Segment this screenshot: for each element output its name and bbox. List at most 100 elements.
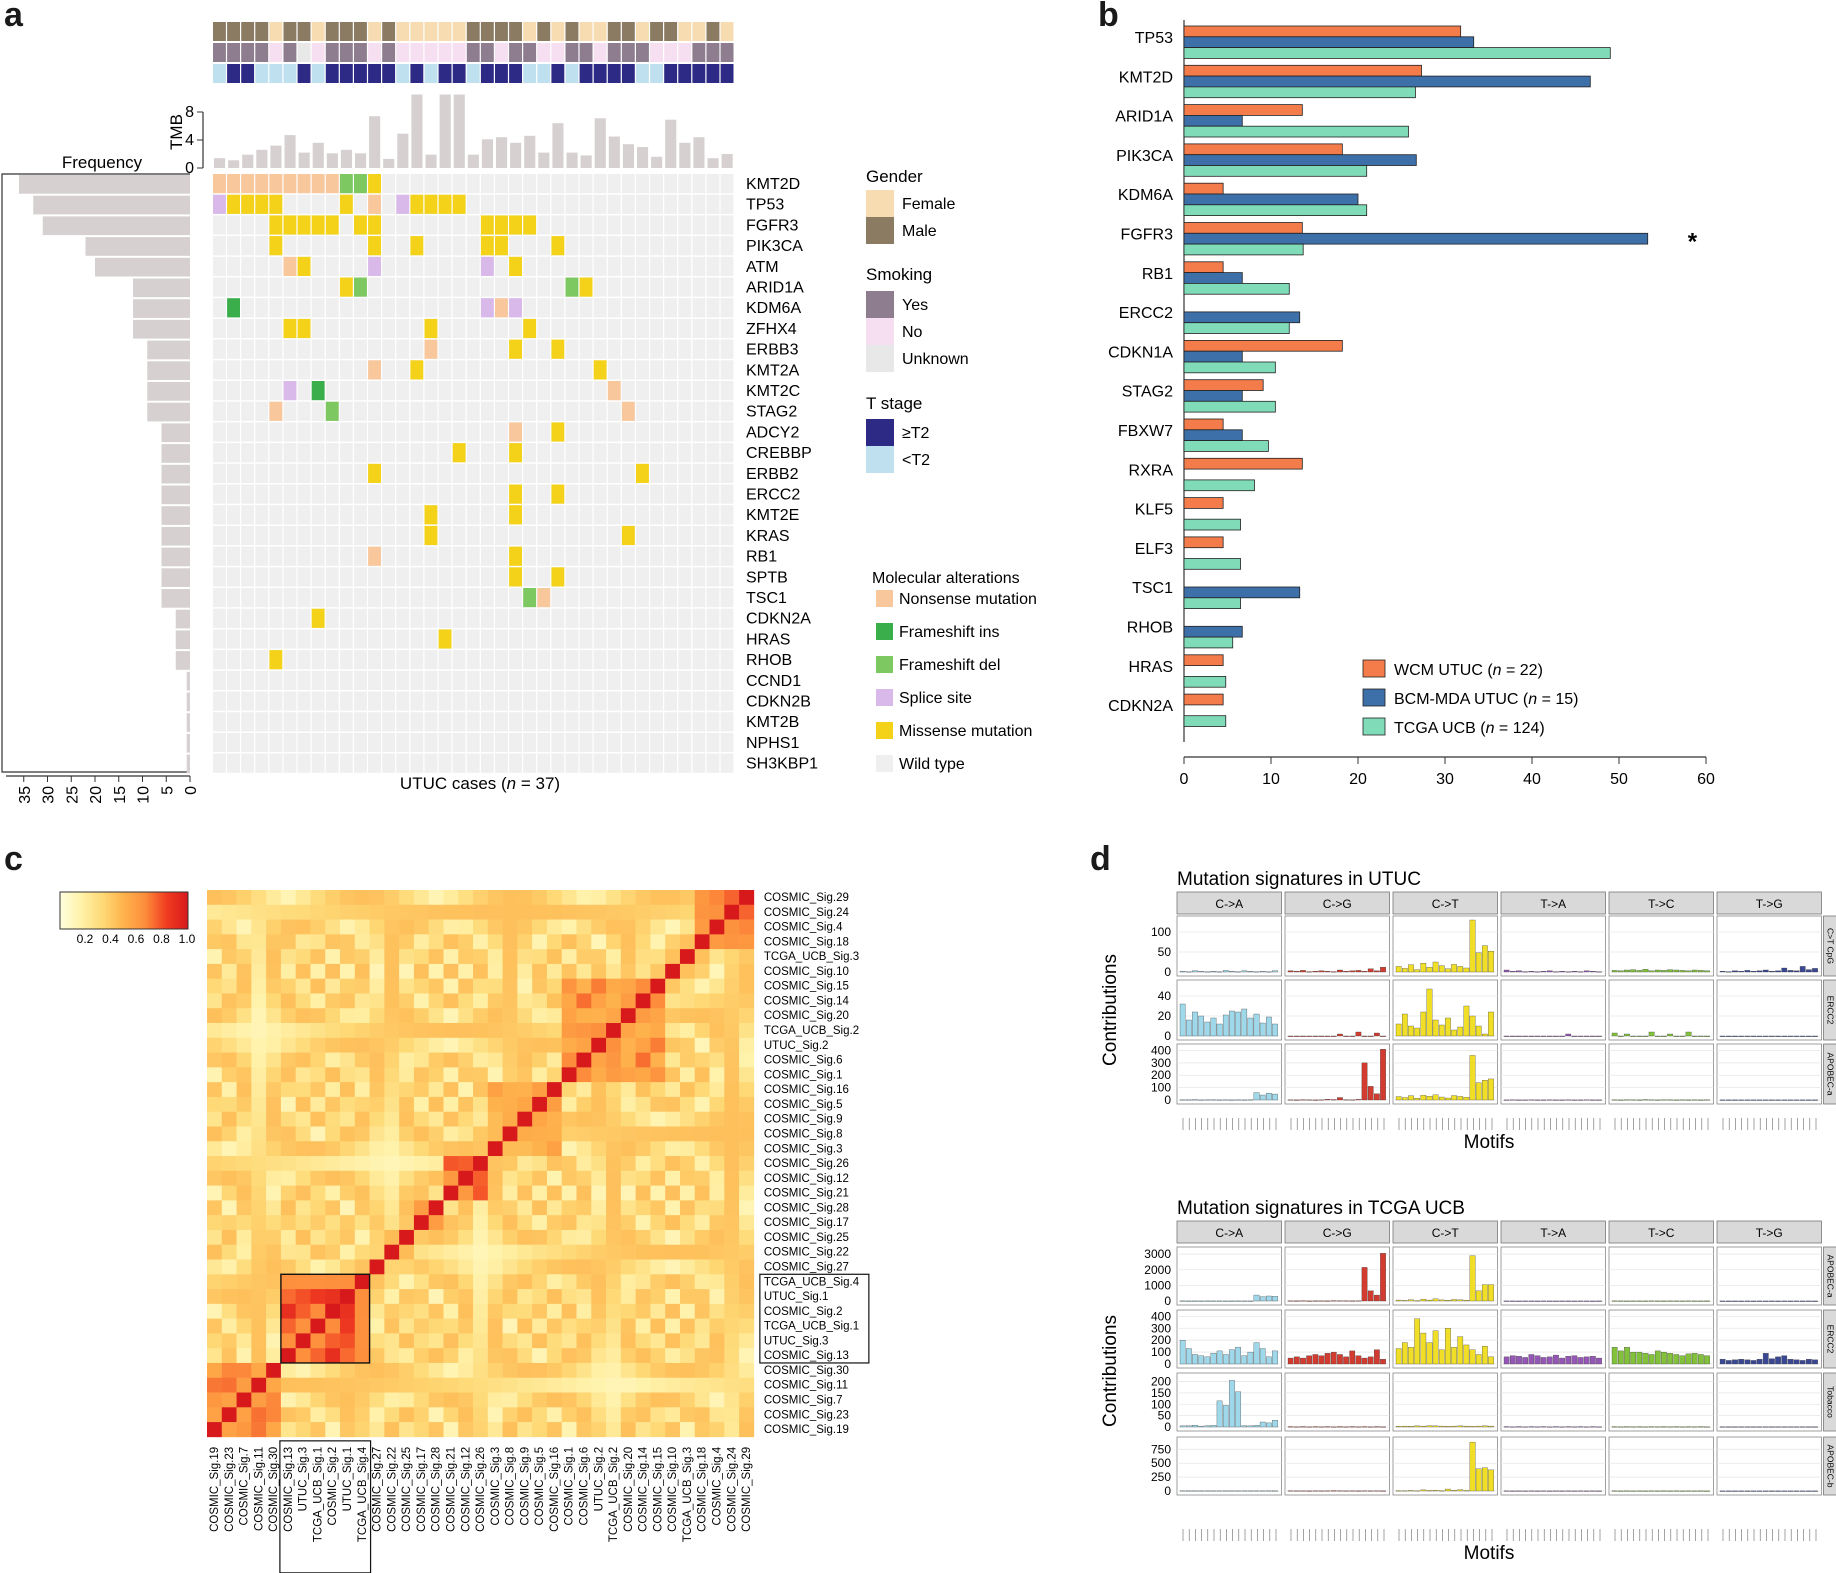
signature-bar [1546, 1426, 1553, 1428]
heatmap-cell [694, 1274, 710, 1290]
signature-bar [1750, 971, 1757, 973]
category-label: STAG2 [1122, 384, 1173, 401]
wild-type-cell [593, 546, 607, 566]
signature-bar [1294, 1035, 1300, 1037]
heatmap-cell [635, 1185, 651, 1201]
heatmap-cell [517, 1407, 533, 1423]
wild-type-cell [241, 753, 255, 773]
wild-type-cell [339, 753, 353, 773]
heatmap-cell [251, 1200, 267, 1216]
wild-type-cell [213, 505, 226, 525]
missense-cell [495, 215, 508, 235]
heatmap-cell [517, 1096, 533, 1112]
heatmap-cell [591, 1229, 607, 1246]
heatmap-cell [635, 1244, 651, 1260]
signature-bar [1361, 1490, 1368, 1492]
heatmap-cell [384, 949, 400, 965]
tstage-track-cell [636, 64, 649, 83]
signature-bar [1762, 1490, 1769, 1492]
signature-bar [1324, 1035, 1331, 1037]
signature-bar [1312, 1490, 1319, 1492]
heatmap-cell [517, 1037, 533, 1053]
wild-type-cell [523, 484, 537, 504]
signature-bar [1503, 1356, 1510, 1365]
legend-wild-label: Wild type [899, 756, 965, 773]
heatmap-cell [458, 1141, 474, 1157]
wild-type-cell [325, 670, 339, 690]
heatmap-cell [620, 919, 636, 935]
smoking-track-cell [636, 43, 649, 62]
gene-label: ARID1A [746, 280, 804, 297]
wild-type-cell [706, 505, 720, 525]
wild-type-cell [241, 215, 255, 235]
wild-type-cell [354, 650, 367, 670]
wild-type-cell [311, 256, 325, 276]
heatmap-cell [739, 919, 755, 935]
heatmap-cell [487, 993, 503, 1009]
signature-bar [1654, 1035, 1661, 1037]
heatmap-cell [635, 978, 651, 994]
signature-bar [1719, 1035, 1726, 1037]
heatmap-cell [266, 978, 282, 994]
missense-cell [509, 339, 522, 359]
heatmap-cell [694, 904, 710, 920]
wild-type-cell [452, 691, 466, 711]
wild-type-cell [368, 484, 381, 504]
column-label: COSMIC_Sig.2 [327, 1447, 339, 1526]
signature-bar [1762, 1099, 1769, 1101]
missense-cell [438, 194, 452, 214]
heatmap-cell [620, 1333, 636, 1349]
signature-bar [1769, 1300, 1775, 1302]
heatmap-cell [207, 934, 223, 950]
wild-type-cell [396, 712, 410, 732]
heatmap-cell [606, 1289, 622, 1305]
heatmap-cell [340, 1008, 356, 1024]
signature-bar [1812, 1426, 1818, 1428]
signature-bar [1457, 1425, 1464, 1428]
wild-type-cell [579, 215, 593, 235]
category-label: TSC1 [1132, 580, 1173, 597]
frequency-bar [186, 713, 190, 732]
signature-bar [1306, 1490, 1312, 1492]
heatmap-cell [576, 1289, 592, 1305]
heatmap-cell [354, 1096, 370, 1112]
wild-type-cell [720, 401, 734, 421]
wild-type-cell [607, 339, 621, 359]
heatmap-cell [295, 904, 311, 920]
heatmap-cell [458, 1362, 474, 1379]
wild-type-cell [565, 691, 579, 711]
heatmap-cell [576, 1244, 592, 1260]
heatmap-cell [354, 949, 370, 965]
wild-type-cell [678, 629, 692, 649]
tmb-bar [439, 94, 451, 168]
wild-type-cell [692, 546, 706, 566]
y-tick-label: 250 [1151, 1470, 1171, 1484]
row-label: UTUC_Sig.3 [764, 1335, 829, 1347]
heatmap-cell [221, 1362, 237, 1379]
wild-type-cell [565, 588, 579, 608]
heatmap-cell [384, 1126, 400, 1142]
heatmap-cell [354, 1052, 370, 1068]
heatmap-cell [679, 993, 696, 1009]
wild-type-cell [325, 298, 339, 318]
heatmap-cell [724, 1008, 740, 1024]
heatmap-cell [251, 993, 267, 1009]
heatmap-cell [473, 934, 489, 950]
heatmap-cell [325, 1082, 341, 1098]
heatmap-cell [221, 1126, 237, 1142]
wild-type-cell [354, 443, 367, 463]
heatmap-cell [295, 1156, 311, 1172]
frequency-bar [161, 568, 190, 587]
heatmap-cell [340, 1392, 356, 1408]
row-label: COSMIC_Sig.15 [764, 981, 849, 993]
heatmap-cell [650, 1407, 666, 1423]
heatmap-cell [665, 1200, 681, 1216]
heatmap-cell [399, 1185, 415, 1201]
signature-bar [1253, 1092, 1260, 1101]
heatmap-cell [591, 993, 607, 1009]
heatmap-cell [413, 1170, 429, 1186]
heatmap-cell [295, 1318, 311, 1334]
wild-type-cell [255, 629, 269, 649]
highlight-row-box [759, 1273, 870, 1364]
heatmap-cell [340, 1156, 356, 1172]
